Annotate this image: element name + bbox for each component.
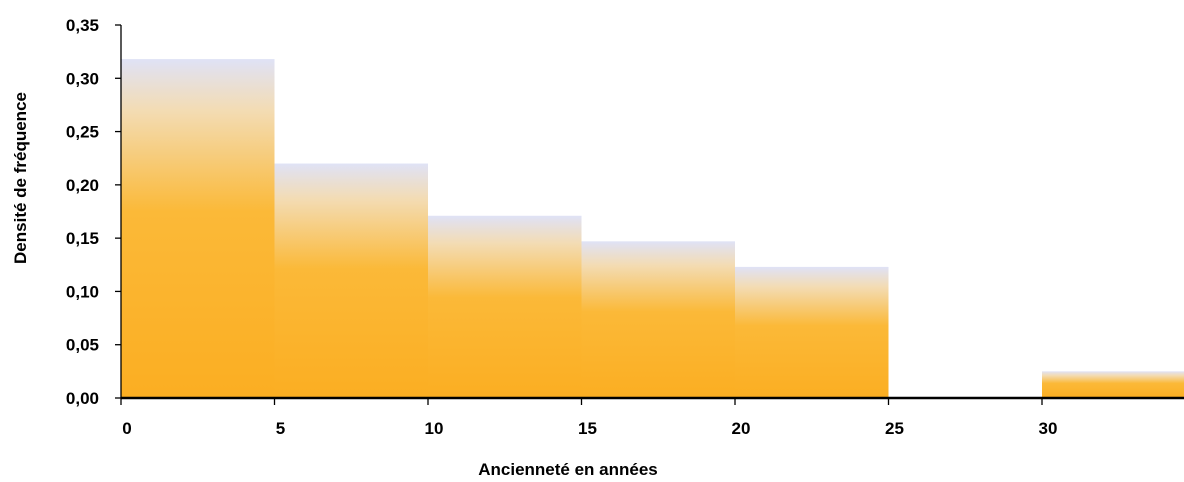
- x-axis-ticks: 0 5 10 15 20 25 30: [120, 398, 1058, 438]
- y-tick-label: 0,30: [66, 69, 99, 88]
- histogram-bar: [121, 59, 275, 399]
- x-tick-label: 25: [885, 419, 904, 438]
- x-tick-label: 0: [122, 419, 131, 438]
- x-tick-label: 10: [425, 419, 444, 438]
- x-tick-label: 30: [1039, 419, 1058, 438]
- histogram-bar: [581, 241, 735, 398]
- y-tick-label: 0,10: [66, 282, 99, 301]
- y-tick-label: 0,25: [66, 123, 99, 142]
- y-tick-label: 0,20: [66, 176, 99, 195]
- histogram-bar: [274, 163, 428, 398]
- y-tick-label: 0,00: [66, 389, 99, 408]
- y-tick-label: 0,15: [66, 229, 99, 248]
- histogram-bar: [1042, 371, 1184, 398]
- y-tick-label: 0,05: [66, 336, 99, 355]
- x-tick-label: 15: [578, 419, 597, 438]
- bars-group: [121, 59, 1184, 399]
- x-tick-label: 20: [732, 419, 751, 438]
- x-axis-title: Ancienneté en années: [478, 460, 658, 479]
- y-axis-title: Densité de fréquence: [11, 92, 30, 264]
- histogram-bar: [428, 215, 582, 398]
- y-tick-label: 0,35: [66, 16, 99, 35]
- histogram-bar: [735, 266, 889, 398]
- y-axis-ticks: 0,00 0,05 0,10 0,15 0,20 0,25 0,30 0,35: [66, 16, 121, 408]
- x-tick-label: 5: [276, 419, 285, 438]
